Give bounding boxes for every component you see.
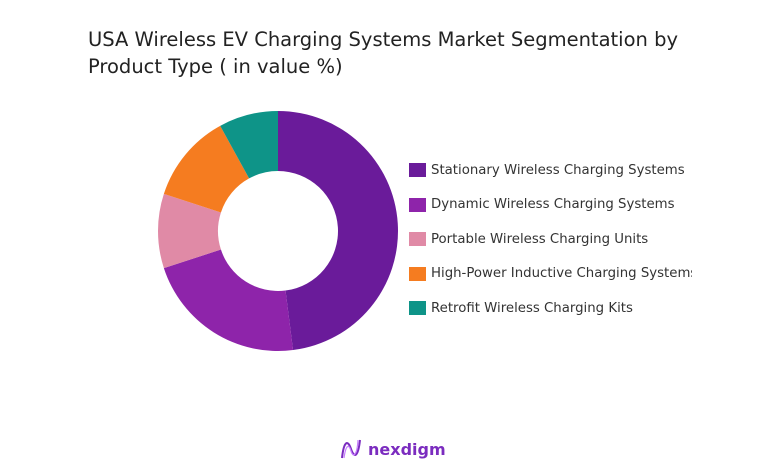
brand-logo: nexdigm bbox=[340, 438, 446, 460]
donut-slice-1 bbox=[278, 111, 399, 351]
legend-label: Dynamic Wireless Charging Systems bbox=[431, 197, 675, 213]
legend-swatch bbox=[409, 163, 426, 178]
legend-label: Portable Wireless Charging Units bbox=[431, 231, 649, 247]
legend-label: Stationary Wireless Charging Systems bbox=[431, 162, 685, 178]
legend-swatch bbox=[409, 301, 426, 316]
donut-slice-2 bbox=[163, 249, 294, 351]
donut-slice-5 bbox=[220, 111, 278, 179]
legend-swatch bbox=[409, 197, 426, 212]
legend-swatch bbox=[409, 232, 426, 247]
brand-name: nexdigm bbox=[368, 439, 446, 459]
donut-slice-3 bbox=[157, 193, 221, 269]
legend-item: High-Power Inductive Charging Systems bbox=[409, 257, 692, 292]
legend-item: Retrofit Wireless Charging Kits bbox=[409, 291, 692, 326]
chart-title: USA Wireless EV Charging Systems Market … bbox=[88, 28, 678, 78]
legend-item: Portable Wireless Charging Units bbox=[409, 222, 692, 257]
legend-label: High-Power Inductive Charging Systems bbox=[431, 266, 692, 282]
legend-swatch bbox=[409, 266, 426, 281]
legend-item: Stationary Wireless Charging Systems bbox=[409, 153, 692, 188]
legend-item: Dynamic Wireless Charging Systems bbox=[409, 188, 692, 223]
nexdigm-logo-icon bbox=[341, 439, 361, 459]
donut-slice-4 bbox=[163, 125, 250, 213]
legend: Stationary Wireless Charging Systems Dyna… bbox=[409, 153, 692, 326]
legend-label: Retrofit Wireless Charging Kits bbox=[431, 300, 633, 316]
